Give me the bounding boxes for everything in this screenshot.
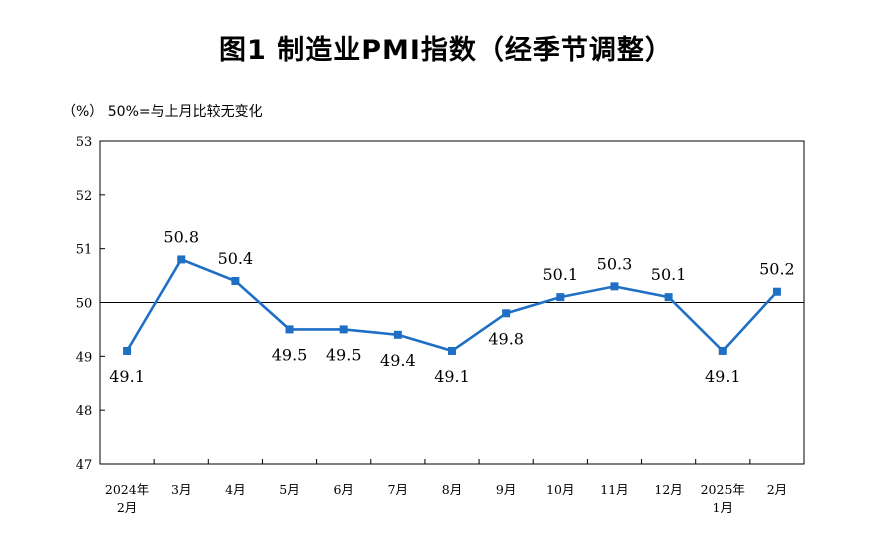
data-label: 49.1 [109, 367, 145, 386]
data-label: 50.1 [542, 265, 578, 284]
data-point [123, 346, 132, 355]
data-label: 49.4 [380, 351, 416, 370]
x-tick-label: 2025年 [701, 482, 745, 497]
x-tick-label: 9月 [496, 482, 516, 497]
y-tick-label: 48 [76, 404, 93, 419]
chart-note: （%） 50%=与上月比较无变化 [62, 104, 263, 120]
y-tick-label: 50 [76, 297, 93, 312]
data-point [664, 293, 673, 302]
chart-title: 图1 制造业PMI指数（经季节调整） [219, 35, 673, 66]
x-tick-label: 2月 [117, 500, 137, 515]
data-label: 49.5 [272, 345, 308, 364]
x-tick-label: 7月 [388, 482, 408, 497]
data-point [285, 325, 294, 334]
data-point [556, 293, 565, 302]
x-tick-label: 2月 [767, 482, 787, 497]
x-tick-label: 3月 [171, 482, 191, 497]
y-tick-label: 53 [76, 135, 93, 150]
data-label: 49.5 [326, 345, 362, 364]
data-point [448, 346, 456, 355]
data-label: 50.1 [651, 265, 687, 284]
data-label: 49.8 [488, 329, 524, 348]
data-label: 50.2 [759, 260, 795, 279]
x-tick-label: 8月 [442, 482, 462, 497]
data-point [177, 255, 186, 264]
x-tick-label: 5月 [279, 482, 299, 497]
y-tick-label: 47 [76, 458, 93, 473]
data-point [718, 346, 727, 355]
data-label: 50.8 [163, 227, 199, 246]
data-label: 49.1 [705, 367, 741, 386]
data-point [339, 325, 348, 334]
x-tick-label: 12月 [654, 482, 682, 497]
x-tick-label: 11月 [600, 482, 628, 497]
data-label: 50.3 [597, 254, 633, 273]
x-tick-label: 6月 [333, 482, 353, 497]
data-point [610, 282, 619, 291]
x-tick-label: 1月 [713, 500, 733, 515]
y-tick-label: 49 [76, 350, 93, 365]
data-point [393, 330, 402, 339]
x-tick-label: 4月 [225, 482, 245, 497]
data-label: 49.1 [434, 367, 470, 386]
data-point [231, 276, 240, 285]
y-tick-label: 52 [76, 189, 93, 204]
data-point [502, 309, 511, 318]
data-point [772, 287, 781, 296]
x-tick-label: 2024年 [105, 482, 149, 497]
y-tick-label: 51 [76, 243, 93, 258]
x-tick-label: 10月 [546, 482, 574, 497]
data-label: 50.4 [218, 249, 254, 268]
